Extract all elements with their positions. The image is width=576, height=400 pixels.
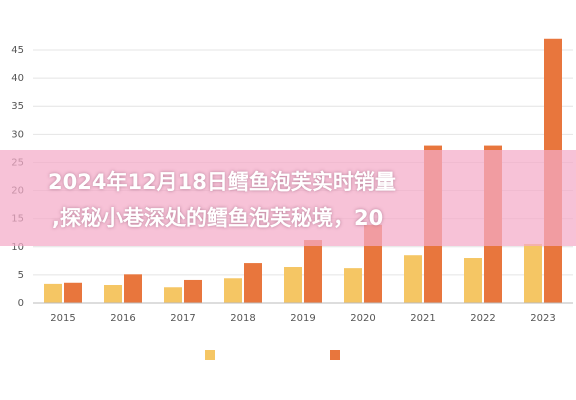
y-tick-label: 40 xyxy=(11,73,24,84)
y-tick-label: 5 xyxy=(18,270,24,281)
y-tick-label: 30 xyxy=(11,129,24,140)
banner-line: ,探秘小巷深处的鳕鱼泡芙秘境，20 xyxy=(52,206,384,230)
bar xyxy=(124,274,142,303)
x-tick-label: 2020 xyxy=(350,313,375,324)
overlay-banner: 2024年12月18日鳕鱼泡芙实时销量 ,探秘小巷深处的鳕鱼泡芙秘境，20 xyxy=(0,150,576,246)
x-tick-label: 2018 xyxy=(230,313,255,324)
bar xyxy=(404,255,422,303)
x-tick-label: 2023 xyxy=(530,313,555,324)
bar xyxy=(64,282,82,303)
x-tick-label: 2016 xyxy=(110,313,135,324)
y-tick-label: 0 xyxy=(18,298,24,309)
bar xyxy=(44,283,62,303)
bar xyxy=(464,258,482,303)
bar xyxy=(304,240,322,303)
bar xyxy=(284,267,302,303)
banner-line: 2024年12月18日鳕鱼泡芙实时销量 xyxy=(48,170,396,194)
bar xyxy=(344,268,362,303)
x-tick-label: 2015 xyxy=(50,313,75,324)
bar xyxy=(164,287,182,303)
bar xyxy=(224,278,242,303)
x-tick-label: 2022 xyxy=(470,313,495,324)
bar xyxy=(184,279,202,303)
legend-swatch xyxy=(205,350,215,360)
x-tick-label: 2021 xyxy=(410,313,435,324)
bar xyxy=(244,263,262,303)
legend-swatch xyxy=(330,350,340,360)
bar xyxy=(104,285,122,303)
y-tick-label: 10 xyxy=(11,242,24,253)
y-tick-label: 45 xyxy=(11,45,24,56)
x-tick-label: 2019 xyxy=(290,313,315,324)
x-tick-label: 2017 xyxy=(170,313,195,324)
y-tick-label: 35 xyxy=(11,101,24,112)
bar xyxy=(524,243,542,303)
